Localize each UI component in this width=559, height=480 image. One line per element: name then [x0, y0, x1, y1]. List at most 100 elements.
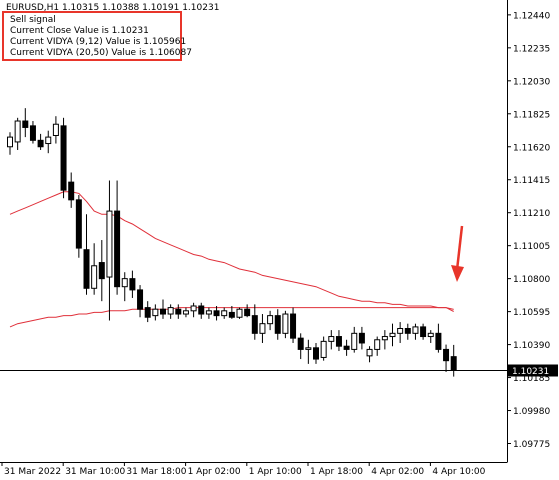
candle: [374, 336, 381, 356]
candle: [305, 339, 312, 364]
candle: [167, 304, 174, 319]
candle: [14, 117, 21, 150]
candle-body-bearish: [129, 278, 136, 291]
candle: [106, 180, 113, 321]
candle: [320, 336, 327, 361]
candle-body-bullish: [45, 136, 52, 145]
candle-body-bearish: [22, 120, 29, 128]
candle: [52, 116, 59, 144]
candle: [29, 121, 36, 144]
candle: [251, 304, 258, 340]
candle-body-bearish: [98, 262, 105, 280]
candle: [152, 304, 159, 321]
candle-body-bearish: [450, 356, 457, 371]
candle-body-bearish: [435, 332, 442, 350]
candle-body-bearish: [198, 305, 205, 315]
x-tick-label: 4 Apr 02:00: [371, 467, 424, 477]
candle: [91, 243, 98, 295]
candle-body-bullish: [14, 120, 21, 143]
candle: [121, 272, 128, 302]
candle-body-bullish: [427, 332, 434, 338]
candle: [221, 307, 228, 319]
candle-body-bearish: [37, 139, 44, 148]
candle-body-bearish: [443, 348, 450, 362]
candle-body-bearish: [274, 315, 281, 334]
candle-body-bearish: [144, 307, 151, 318]
candle-body-bearish: [175, 308, 182, 315]
candle: [259, 314, 266, 343]
candle: [435, 323, 442, 353]
candle: [190, 302, 197, 318]
y-tick-label: 1.11210: [513, 209, 550, 219]
candle: [313, 342, 319, 364]
candle: [205, 307, 212, 319]
symbol-header: EURUSD,H1 1.10315 1.10388 1.10191 1.1023…: [6, 3, 220, 13]
signal-text: Sell signal: [10, 15, 56, 25]
candle: [198, 302, 205, 319]
candle-body-bullish: [182, 310, 189, 315]
candle-body-bearish: [60, 125, 67, 191]
signal-arrow-group: [451, 225, 464, 282]
candle-body-bearish: [228, 311, 235, 318]
candle-body-bullish: [397, 328, 404, 334]
candle: [343, 339, 350, 356]
candle-body-bullish: [374, 339, 381, 350]
candle-body-bullish: [282, 313, 289, 334]
candle: [175, 304, 182, 319]
candle-body-bullish: [205, 310, 212, 315]
candle-body-bullish: [221, 310, 228, 317]
candle: [137, 285, 144, 318]
candle-body-bearish: [404, 328, 411, 334]
x-tick-label: 31 Mar 10:00: [65, 467, 125, 477]
candle: [213, 305, 220, 321]
y-tick-label: 1.12030: [513, 77, 550, 87]
x-tick-label: 1 Apr 02:00: [188, 467, 241, 477]
candle: [244, 304, 251, 318]
candle: [98, 240, 105, 302]
y-tick-label: 1.11620: [513, 143, 550, 153]
candle: [450, 344, 457, 377]
candle-body-bullish: [121, 278, 128, 288]
candle-body-bearish: [213, 310, 220, 317]
candle: [328, 330, 335, 350]
candles-group: [7, 108, 457, 377]
candle-body-bullish: [91, 265, 98, 289]
signal-info-box: Sell signal Current Close Value is 1.102…: [2, 11, 192, 61]
candle-body-bearish: [335, 336, 342, 347]
x-tick-label: 31 Mar 18:00: [126, 467, 186, 477]
y-tick-label: 1.11005: [513, 242, 550, 252]
candle-body-bullish: [267, 315, 274, 325]
candle: [83, 214, 90, 295]
candle-body-bearish: [420, 326, 427, 338]
close-value-text: Current Close Value is 1.10231: [10, 26, 149, 36]
candle: [129, 270, 136, 298]
vidya-9-12-text: Current VIDYA (9,12) Value is 1.105961: [10, 37, 187, 47]
y-tick-label: 1.10800: [513, 275, 550, 285]
candle-body-bearish: [114, 210, 121, 288]
candle-body-bullish: [320, 340, 327, 358]
vidya-line-0: [9, 191, 454, 312]
candle: [412, 323, 419, 340]
candle-body-bearish: [297, 337, 304, 350]
candle: [68, 172, 75, 208]
candle-body-bearish: [290, 313, 297, 339]
y-tick-label: 1.12235: [513, 44, 550, 54]
x-tick-label: 1 Apr 10:00: [249, 467, 302, 477]
candle-body-bearish: [358, 332, 365, 344]
arrow-head: [451, 265, 464, 282]
candle: [443, 344, 450, 372]
candle: [335, 330, 342, 352]
y-tick-label: 1.10390: [513, 341, 550, 351]
y-tick-label: 1.11825: [513, 110, 550, 120]
candle: [37, 133, 44, 150]
candle-body-bullish: [7, 136, 13, 148]
candle-body-bearish: [68, 181, 75, 201]
candle: [60, 117, 67, 199]
candle: [397, 322, 404, 343]
candle-body-bullish: [328, 336, 335, 342]
candle: [160, 299, 166, 319]
vidya-20-50-text: Current VIDYA (20,50) Value is 1.106087: [10, 48, 192, 58]
candle: [236, 307, 243, 319]
